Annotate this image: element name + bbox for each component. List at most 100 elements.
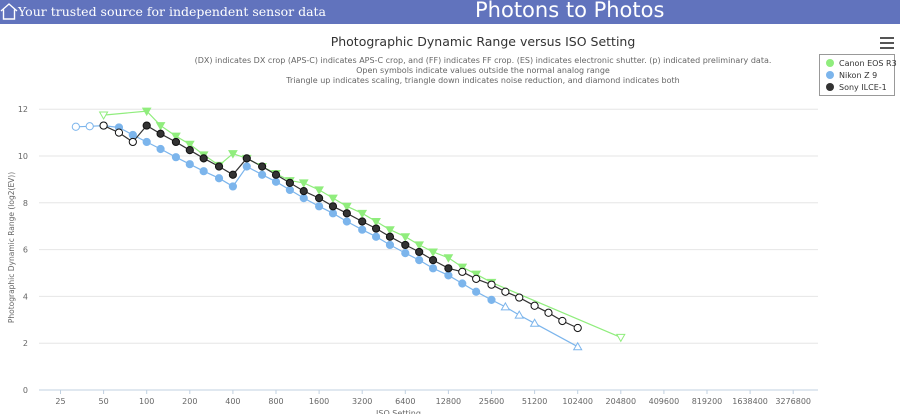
data-point[interactable] [258, 170, 267, 179]
data-point[interactable] [228, 170, 237, 179]
data-point[interactable] [71, 122, 80, 131]
data-point[interactable] [428, 248, 438, 257]
data-point[interactable] [371, 218, 381, 227]
chart-menu-icon[interactable] [880, 37, 894, 49]
data-point[interactable] [487, 280, 496, 289]
data-point[interactable] [142, 121, 151, 130]
data-point[interactable] [428, 256, 438, 265]
legend-item[interactable]: Nikon Z 9 [826, 69, 877, 81]
data-point[interactable] [558, 316, 567, 326]
data-point[interactable] [472, 287, 481, 296]
data-point[interactable] [171, 137, 181, 147]
data-point[interactable] [487, 295, 496, 305]
data-point[interactable] [242, 162, 251, 171]
data-point[interactable] [615, 333, 626, 343]
data-point[interactable] [315, 202, 324, 211]
data-point[interactable] [572, 341, 583, 351]
data-point[interactable] [401, 240, 410, 250]
data-point[interactable] [142, 137, 151, 147]
data-point[interactable] [228, 182, 237, 191]
data-point[interactable] [171, 132, 181, 142]
data-point[interactable] [414, 241, 425, 250]
data-point[interactable] [458, 279, 467, 288]
data-point[interactable] [457, 263, 468, 273]
data-point[interactable] [358, 217, 367, 226]
data-point[interactable] [156, 144, 165, 154]
data-point[interactable] [342, 217, 351, 226]
data-point[interactable] [271, 177, 281, 186]
x-tick-label: 51200 [522, 397, 547, 406]
data-point[interactable] [128, 137, 137, 147]
x-tick-label: 12800 [436, 397, 461, 406]
data-point[interactable] [471, 270, 482, 280]
x-tick-label: 1600 [309, 397, 329, 406]
data-point[interactable] [501, 287, 510, 296]
data-point[interactable] [385, 226, 395, 235]
site-title[interactable]: Photons to Photos [475, 0, 665, 22]
chart-title: Photographic Dynamic Range versus ISO Se… [330, 34, 636, 49]
data-point[interactable] [315, 194, 324, 203]
data-point[interactable] [415, 247, 424, 257]
data-point[interactable] [156, 129, 165, 138]
data-point[interactable] [185, 146, 194, 155]
data-point[interactable] [358, 225, 367, 234]
data-point[interactable] [328, 202, 338, 211]
data-point[interactable] [428, 264, 438, 273]
data-point[interactable] [271, 170, 281, 179]
data-point[interactable] [357, 209, 368, 219]
data-point[interactable] [529, 318, 540, 327]
data-point[interactable] [444, 264, 453, 273]
data-point[interactable] [314, 186, 324, 195]
data-point[interactable] [298, 179, 309, 188]
data-point[interactable] [530, 301, 539, 310]
legend-item[interactable]: Canon EOS R3 [826, 57, 897, 69]
data-point[interactable] [141, 107, 152, 117]
data-point[interactable] [99, 121, 108, 130]
data-point[interactable] [515, 293, 524, 302]
y-tick-label: 12 [18, 105, 28, 114]
data-point[interactable] [385, 240, 395, 250]
data-point[interactable] [371, 232, 381, 241]
data-point[interactable] [114, 128, 124, 137]
data-point[interactable] [214, 174, 224, 183]
y-tick-label: 4 [23, 292, 28, 301]
data-point[interactable] [401, 249, 410, 258]
legend-item[interactable]: Sony ILCE-1 [826, 81, 887, 93]
data-point[interactable] [214, 162, 224, 171]
data-point[interactable] [458, 267, 467, 276]
data-point[interactable] [341, 202, 352, 212]
data-point[interactable] [371, 224, 381, 233]
data-point[interactable] [228, 150, 238, 159]
data-point[interactable] [500, 301, 511, 311]
data-point[interactable] [443, 254, 454, 263]
data-point[interactable] [171, 153, 181, 162]
data-point[interactable] [285, 185, 294, 195]
data-point[interactable] [155, 122, 166, 131]
data-point[interactable] [444, 271, 453, 280]
home-icon[interactable] [0, 1, 18, 21]
data-point[interactable] [184, 140, 195, 150]
data-point[interactable] [573, 323, 582, 333]
data-point[interactable] [385, 232, 395, 241]
data-point[interactable] [258, 162, 267, 171]
data-point[interactable] [128, 130, 137, 140]
data-point[interactable] [199, 167, 208, 176]
data-point[interactable] [98, 111, 109, 121]
data-point[interactable] [328, 194, 338, 204]
data-point[interactable] [415, 256, 424, 265]
data-point[interactable] [472, 274, 481, 283]
data-point[interactable] [285, 178, 294, 188]
data-point[interactable] [544, 308, 553, 317]
data-point[interactable] [514, 310, 525, 319]
data-point[interactable] [185, 160, 194, 169]
data-point[interactable] [85, 122, 94, 131]
data-point[interactable] [199, 154, 208, 163]
data-point[interactable] [400, 233, 411, 242]
data-point[interactable] [299, 187, 308, 196]
data-point[interactable] [328, 209, 338, 218]
x-tick-label: 3276800 [775, 397, 811, 406]
data-point[interactable] [342, 209, 351, 218]
data-point[interactable] [242, 154, 251, 163]
data-point[interactable] [299, 194, 308, 203]
